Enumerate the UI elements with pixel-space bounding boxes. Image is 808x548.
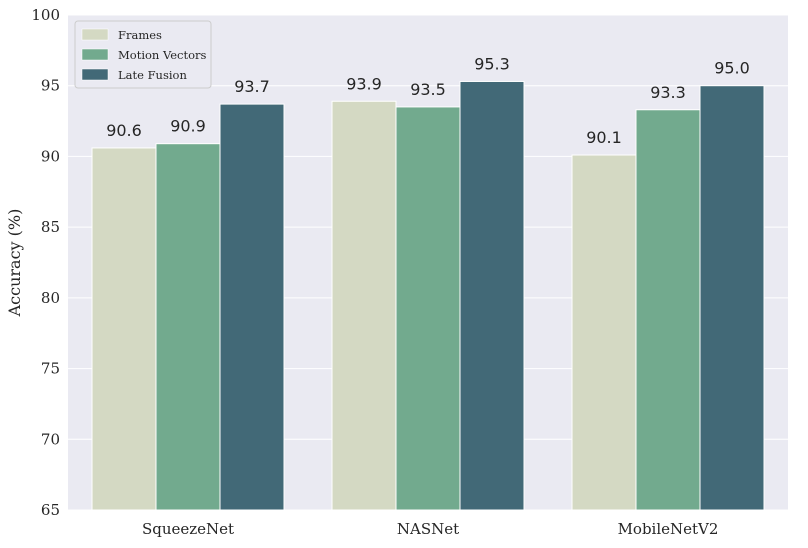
x-tick-label: MobileNetV2 xyxy=(618,520,719,538)
bar-late-fusion-nasnet xyxy=(459,80,525,511)
legend: Frames Motion Vectors Late Fusion xyxy=(74,20,212,89)
bar-motion-vectors-squeezenet xyxy=(155,143,221,511)
bar-motion-vectors-mobilenetv2 xyxy=(635,109,701,511)
y-tick-label: 70 xyxy=(41,430,60,448)
bar-motion-vectors-nasnet xyxy=(395,106,461,511)
bar-frames-nasnet xyxy=(331,100,397,511)
legend-swatch xyxy=(81,68,109,81)
y-axis-title: Accuracy (%) xyxy=(5,209,24,318)
data-label: 93.7 xyxy=(234,77,270,96)
data-label: 95.3 xyxy=(474,54,510,73)
y-tick-label: 95 xyxy=(41,77,60,95)
y-tick-label: 75 xyxy=(41,360,60,378)
x-axis-ticks: SqueezeNet NASNet MobileNetV2 xyxy=(142,520,718,538)
legend-entry: Motion Vectors xyxy=(118,48,207,62)
legend-swatch xyxy=(81,48,109,61)
y-axis-ticks: 65 70 75 80 85 90 95 100 xyxy=(31,6,60,519)
data-label: 93.5 xyxy=(410,80,446,99)
data-label: 93.9 xyxy=(346,74,382,93)
x-tick-label: SqueezeNet xyxy=(142,520,234,538)
data-label: 95.0 xyxy=(714,59,750,78)
legend-entry: Frames xyxy=(118,28,162,42)
y-tick-label: 65 xyxy=(41,501,60,519)
data-labels: 90.6 90.9 93.7 93.9 93.5 95.3 90.1 93.3 95.0 xyxy=(106,54,750,147)
y-tick-label: 85 xyxy=(41,218,60,236)
legend-box xyxy=(74,20,212,89)
bar-late-fusion-squeezenet xyxy=(219,103,285,511)
bars xyxy=(91,80,765,511)
legend-swatch xyxy=(81,28,109,41)
data-label: 93.3 xyxy=(650,83,686,102)
data-label: 90.9 xyxy=(170,117,206,136)
bar-frames-mobilenetv2 xyxy=(571,154,637,511)
data-label: 90.6 xyxy=(106,121,142,140)
bar-late-fusion-mobilenetv2 xyxy=(699,85,765,511)
y-tick-label: 90 xyxy=(41,147,60,165)
x-tick-label: NASNet xyxy=(397,520,459,538)
y-tick-label: 80 xyxy=(41,289,60,307)
data-label: 90.1 xyxy=(586,128,622,147)
bar-frames-squeezenet xyxy=(91,147,157,511)
y-tick-label: 100 xyxy=(31,6,60,24)
legend-entry: Late Fusion xyxy=(118,68,187,82)
